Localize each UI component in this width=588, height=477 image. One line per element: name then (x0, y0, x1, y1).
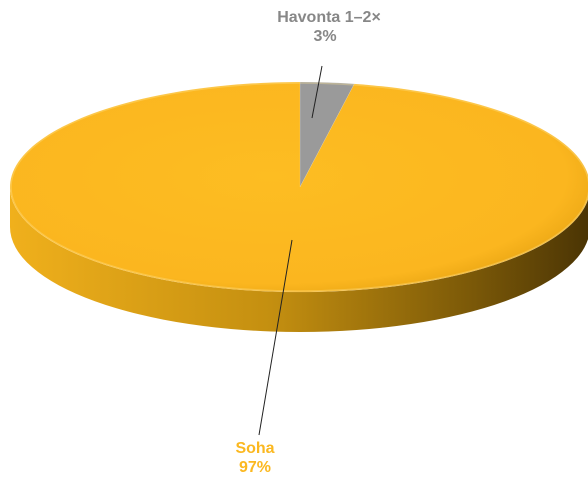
leader-line-soha (258, 239, 293, 436)
slice-value-havonta: 3% (313, 28, 336, 45)
leader-line-havonta (311, 65, 323, 119)
slice-label-havonta: Havonta 1–2× (277, 9, 381, 26)
pie-slice-1 (9, 81, 588, 293)
pie-side-wall (10, 187, 588, 332)
slice-value-soha: 97% (239, 459, 271, 476)
pie-rim-highlight (10, 82, 588, 292)
slice-label-soha: Soha (235, 440, 274, 457)
